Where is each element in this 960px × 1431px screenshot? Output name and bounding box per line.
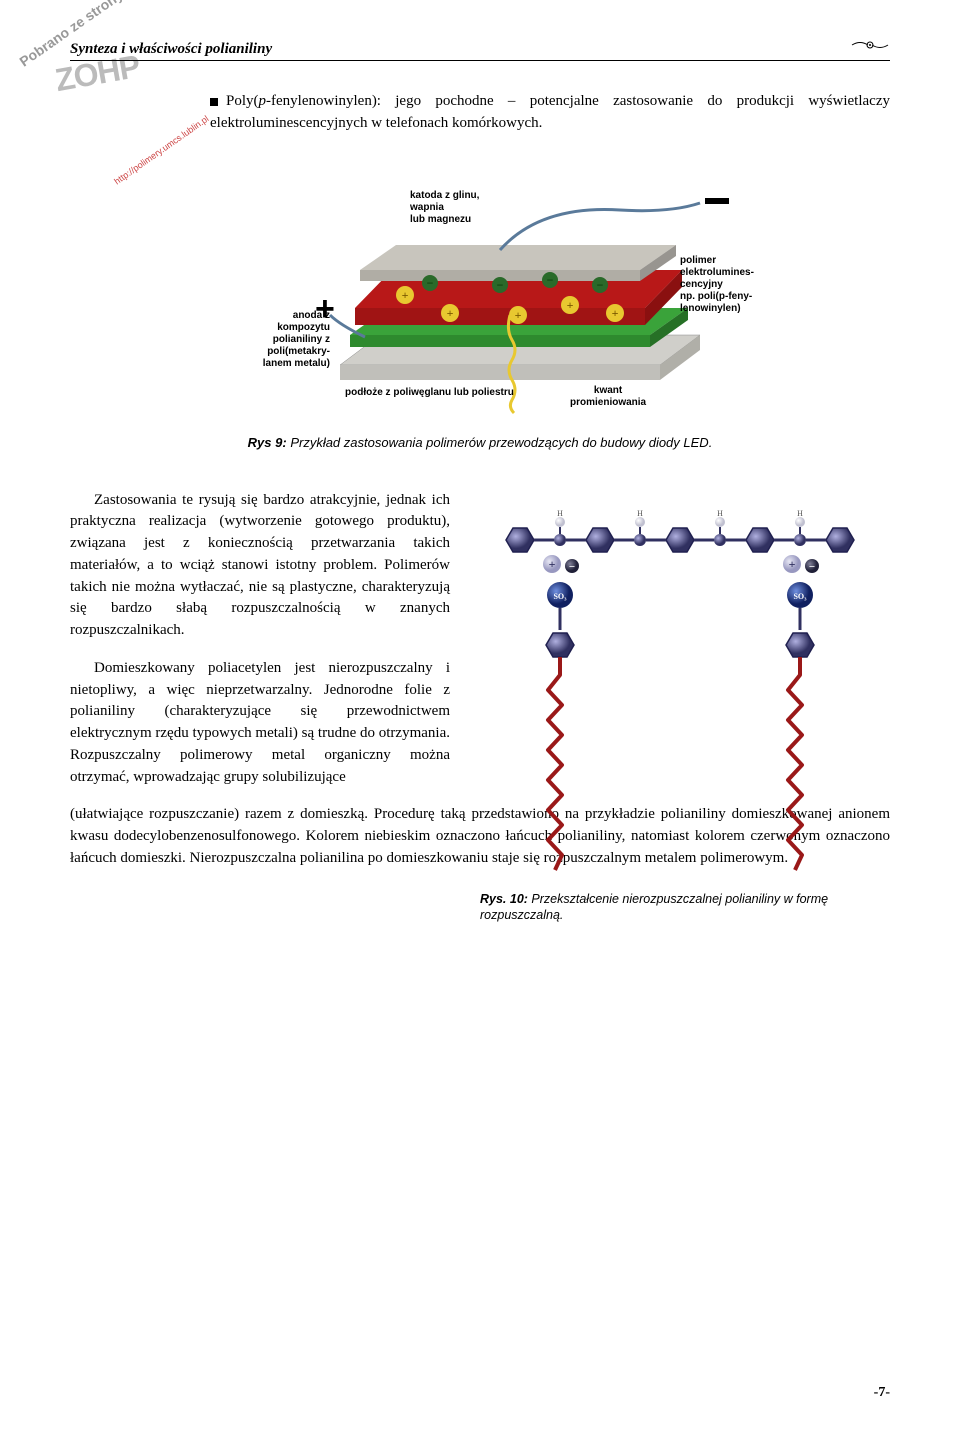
page-header: Synteza i właściwości polianiliny: [70, 40, 890, 61]
svg-text:+: +: [789, 557, 796, 571]
intro-prefix: Poly(: [226, 93, 259, 109]
watermark-url: http://polimery.umcs.lublin.pl: [112, 114, 210, 187]
svg-text:H: H: [557, 509, 563, 518]
intro-italic: p: [259, 93, 267, 109]
svg-text:−: −: [597, 278, 604, 292]
figure2-caption: Rys. 10: Przekształcenie nierozpuszczaln…: [480, 891, 880, 924]
header-title: Synteza i właściwości polianiliny: [70, 41, 272, 57]
svg-text:H: H: [637, 509, 643, 518]
label-anode: anoda zkompozytupolianiliny zpoli(metakr…: [240, 310, 330, 370]
molecule-svg: H H H H + − + −: [480, 500, 880, 880]
polyaniline-backbone: H H H H: [506, 509, 854, 552]
svg-text:+: +: [515, 308, 522, 322]
figure-led-diagram: + + + + + − − − − + katoda z glinu,wapni…: [200, 155, 760, 420]
svg-text:−: −: [547, 273, 554, 287]
svg-text:+: +: [567, 298, 574, 312]
page-number: -7-: [874, 1385, 890, 1401]
svg-text:SO₃: SO₃: [793, 592, 807, 601]
svg-text:+: +: [402, 288, 409, 302]
fig1-caption-label: Rys 9:: [248, 435, 287, 450]
fig2-caption-text: Przekształcenie nierozpuszczalnej polian…: [480, 892, 828, 922]
paragraph-1: Zastosowania te rysują się bardzo atrakc…: [70, 490, 450, 642]
figure1-caption: Rys 9: Przykład zastosowania polimerów p…: [70, 435, 890, 450]
paragraph-2: Domieszkowany poliacetylen jest nierozpu…: [70, 658, 450, 789]
bullet-icon: [210, 98, 218, 106]
label-quantum: kwantpromieniowania: [570, 385, 646, 409]
svg-text:−: −: [569, 561, 575, 573]
fig1-caption-text: Przykład zastosowania polimerów przewodz…: [287, 435, 713, 450]
intro-paragraph: Poly(p-fenylenowinylen): jego pochodne –…: [210, 91, 890, 135]
led-svg: + + + + + − − − − +: [200, 155, 760, 415]
label-polymer: polimerelektrolumines-cencyjnynp. poli(p…: [680, 255, 760, 315]
svg-text:SO₃: SO₃: [553, 592, 567, 601]
svg-text:H: H: [717, 509, 723, 518]
body-section: Zastosowania te rysują się bardzo atrakc…: [70, 490, 890, 789]
figure-molecule: H H H H + − + −: [480, 500, 880, 924]
fig2-caption-label: Rys. 10:: [480, 892, 528, 906]
header-ornament-icon: [850, 38, 890, 57]
svg-text:−: −: [809, 561, 815, 573]
svg-text:+: +: [447, 306, 454, 320]
svg-text:+: +: [549, 557, 556, 571]
svg-text:H: H: [797, 509, 803, 518]
svg-text:−: −: [497, 278, 504, 292]
label-cathode: katoda z glinu,wapnialub magnezu: [410, 190, 479, 226]
label-substrate: podłoże z poliwęglanu lub poliestru: [345, 387, 514, 399]
intro-text: -fenylenowinylen): jego pochodne – poten…: [210, 93, 890, 131]
svg-text:−: −: [427, 276, 434, 290]
svg-text:+: +: [612, 306, 619, 320]
